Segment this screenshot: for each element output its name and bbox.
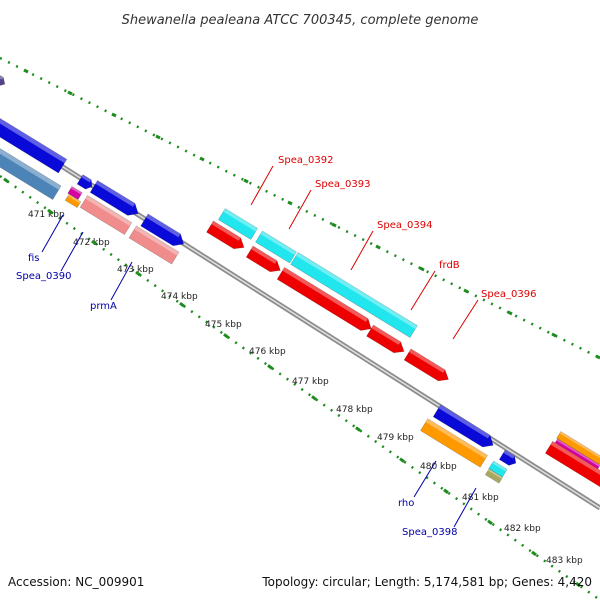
inner-tick-mark bbox=[355, 426, 361, 432]
outer-tick-mark bbox=[243, 178, 249, 184]
genome-summary: Topology: circular; Length: 5,174,581 bp… bbox=[261, 575, 592, 589]
tick-label-3: 473 kbp bbox=[117, 265, 154, 275]
gene-blue-fis[interactable] bbox=[89, 180, 142, 219]
gene-magenta-small[interactable] bbox=[67, 186, 83, 200]
inner-tick-mark bbox=[179, 302, 185, 308]
outer-tick-mark bbox=[111, 112, 117, 118]
gene-red-0392[interactable] bbox=[206, 220, 248, 253]
gene-label-spea_0393[interactable]: Spea_0393 bbox=[315, 179, 370, 190]
outer-tick-mark bbox=[331, 222, 337, 228]
tick-label-9: 479 kbp bbox=[377, 433, 414, 443]
inner-tick-mark bbox=[399, 457, 405, 463]
label-layer: Spea_0392 Spea_0393 Spea_0394 frdB Spea_0396… bbox=[16, 155, 536, 538]
tick-label-4: 474 kbp bbox=[161, 292, 198, 302]
gene-blue-upper[interactable] bbox=[0, 106, 68, 174]
inner-tick-mark bbox=[443, 488, 449, 494]
tick-label-5: 475 kbp bbox=[205, 320, 242, 330]
outer-tick-mark bbox=[507, 310, 513, 316]
tick-label-12: 482 kbp bbox=[504, 524, 541, 534]
leader-line bbox=[41, 214, 64, 253]
gene-label-spea_0396[interactable]: Spea_0396 bbox=[481, 289, 536, 300]
accession-text: Accession: NC_009901 bbox=[8, 575, 144, 589]
outer-tick-mark bbox=[595, 354, 600, 360]
inner-tick-mark bbox=[267, 364, 273, 370]
inner-tick-mark bbox=[575, 581, 581, 588]
tick-label-1: 471 kbp bbox=[28, 210, 65, 220]
outer-tick-mark bbox=[155, 134, 161, 140]
gene-steel-upper[interactable] bbox=[0, 128, 62, 200]
gene-red-frdb[interactable] bbox=[366, 324, 408, 357]
inner-tick-mark bbox=[487, 519, 493, 526]
inner-dotted-track bbox=[0, 174, 600, 600]
outer-tick-mark bbox=[199, 156, 205, 162]
outer-tick-mark bbox=[419, 266, 425, 272]
gene-cyan-0392[interactable] bbox=[217, 208, 259, 240]
leader-line bbox=[250, 165, 274, 206]
gene-label-spea_0392[interactable]: Spea_0392 bbox=[278, 155, 333, 166]
tick-label-6: 476 kbp bbox=[249, 347, 286, 357]
gene-label-prma[interactable]: prmA bbox=[90, 301, 117, 312]
gene-blue-small[interactable] bbox=[76, 174, 95, 192]
leader-line bbox=[410, 270, 436, 311]
map-title: Shewanella pealeana ATCC 700345, complet… bbox=[122, 13, 479, 28]
tick-label-10: 480 kbp bbox=[420, 462, 457, 472]
inner-tick-mark bbox=[3, 177, 9, 184]
gene-red-0396[interactable] bbox=[403, 348, 452, 385]
gene-cyan-0393[interactable] bbox=[255, 230, 297, 264]
tick-label-11: 481 kbp bbox=[462, 493, 499, 503]
gene-blue-rho[interactable] bbox=[432, 404, 497, 451]
leader-line bbox=[288, 189, 312, 230]
gene-label-spea_0398[interactable]: Spea_0398 bbox=[402, 527, 457, 538]
outer-dotted-track bbox=[0, 56, 600, 360]
inner-tick-mark bbox=[47, 208, 53, 215]
leader-line bbox=[413, 460, 437, 498]
inner-tick-mark bbox=[531, 550, 537, 557]
outer-tick-mark bbox=[67, 90, 73, 96]
gene-cyan-0394[interactable] bbox=[290, 252, 418, 338]
gene-orange-small[interactable] bbox=[64, 193, 82, 209]
leader-line bbox=[110, 261, 133, 301]
inner-tick-mark bbox=[311, 395, 317, 401]
leader-line bbox=[350, 230, 374, 271]
gene-pink-prma[interactable] bbox=[128, 225, 180, 265]
gene-label-rho[interactable]: rho bbox=[398, 498, 414, 509]
tick-label-13: 483 kbp bbox=[546, 556, 583, 566]
gene-pink-0390[interactable] bbox=[79, 195, 133, 235]
gene-orange-rho[interactable] bbox=[420, 418, 488, 468]
outer-tick-mark bbox=[551, 332, 557, 338]
outer-tick-mark bbox=[23, 68, 29, 74]
gene-red-edge[interactable] bbox=[544, 440, 600, 490]
gene-blue-0398[interactable] bbox=[498, 449, 518, 468]
gene-label-fis[interactable]: fis bbox=[28, 253, 40, 264]
outer-tick-mark bbox=[375, 244, 381, 250]
gene-tan-0398[interactable] bbox=[484, 468, 504, 484]
gene-cyan-0398[interactable] bbox=[488, 460, 508, 478]
outer-tick-mark bbox=[463, 288, 469, 294]
leader-line bbox=[452, 299, 479, 340]
inner-tick-mark bbox=[135, 270, 141, 277]
outer-tick-mark bbox=[287, 200, 293, 206]
tick-label-8: 478 kbp bbox=[336, 405, 373, 415]
inner-tick-mark bbox=[223, 333, 229, 339]
gene-label-frdb[interactable]: frdB bbox=[439, 260, 460, 271]
tick-label-2: 472 kbp bbox=[73, 238, 110, 248]
gene-orange-edge[interactable] bbox=[556, 431, 600, 465]
inner-tick-mark bbox=[91, 239, 97, 246]
tick-layer: 471 kbp 472 kbp 473 kbp 474 kbp 475 kbp 476 k… bbox=[3, 68, 600, 588]
gene-purple-edge[interactable] bbox=[0, 71, 7, 89]
gene-layer bbox=[0, 71, 600, 490]
gene-blue-prma[interactable] bbox=[140, 213, 188, 250]
gene-red-0394[interactable] bbox=[276, 266, 375, 334]
leader-line bbox=[60, 231, 84, 272]
gene-label-spea_0394[interactable]: Spea_0394 bbox=[377, 220, 432, 231]
leader-line bbox=[453, 487, 477, 528]
gene-label-spea_0390[interactable]: Spea_0390 bbox=[16, 271, 71, 282]
gene-red-0393[interactable] bbox=[245, 245, 283, 276]
tick-label-7: 477 kbp bbox=[292, 377, 329, 387]
